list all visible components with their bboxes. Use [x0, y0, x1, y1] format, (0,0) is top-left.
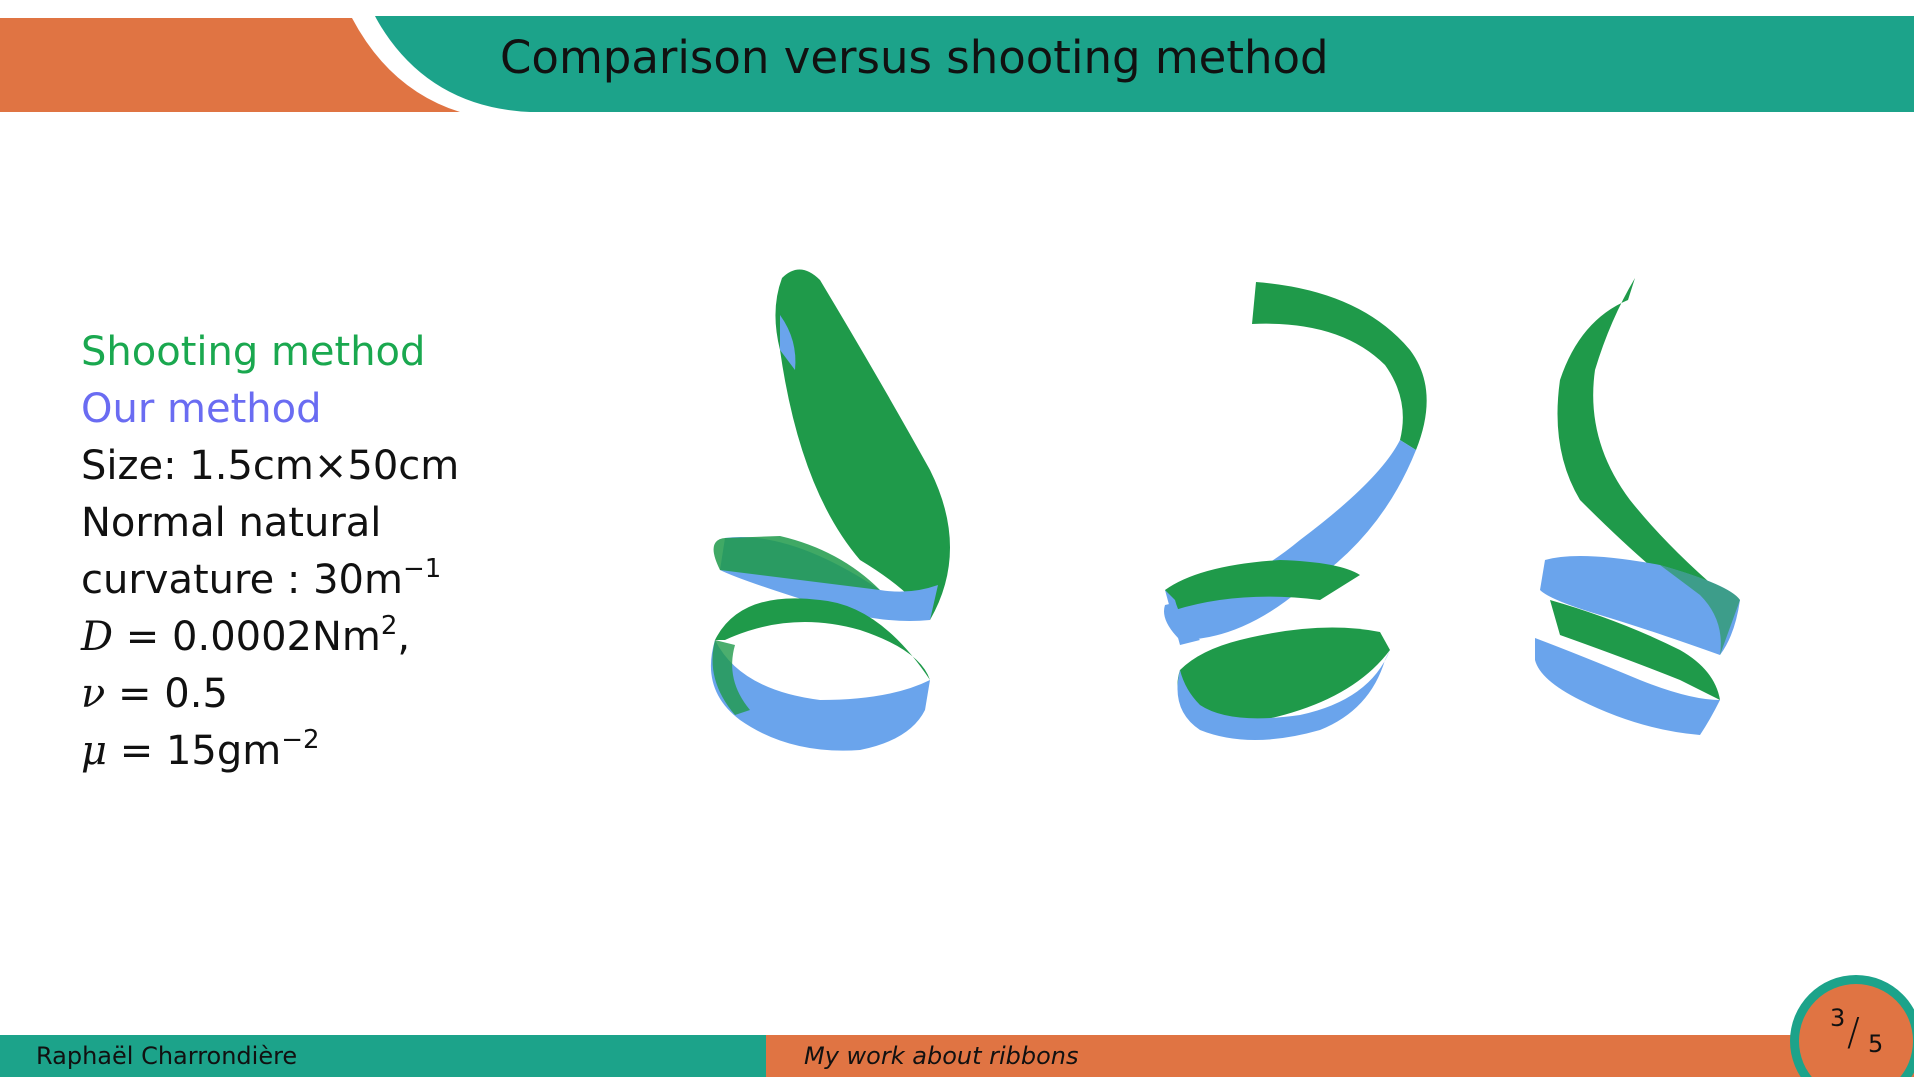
size-value: 1.5cm×50cm: [189, 443, 460, 489]
nu-symbol: ν: [81, 671, 106, 717]
d-value: = 0.0002Nm: [113, 614, 381, 660]
page-current: 3: [1830, 1004, 1846, 1032]
density-line: μ = 15gm−2: [81, 723, 459, 780]
size-label: Size:: [81, 443, 177, 489]
d-comma: ,: [397, 614, 411, 660]
curvature-line-1: Normal natural: [81, 500, 382, 546]
nu-value: = 0.5: [105, 671, 228, 717]
mu-exponent: −2: [281, 725, 320, 755]
curvature-value: curvature : 30m: [81, 557, 403, 603]
ribbon-render-1: [710, 269, 950, 751]
size-line: Size: 1.5cm×50cm: [81, 438, 459, 495]
footer-author: Raphaël Charrondière: [36, 1042, 298, 1070]
mu-value: = 15gm: [107, 728, 282, 774]
page-total: 5: [1868, 1030, 1884, 1058]
d-symbol: D: [81, 614, 114, 660]
footer-talk-title: My work about ribbons: [804, 1042, 1079, 1070]
header-band: [0, 16, 1914, 112]
ribbon-render-3: [1535, 278, 1740, 735]
curvature-line-2: curvature : 30m−1: [81, 552, 459, 609]
ribbon-render-2: [1164, 282, 1427, 740]
poisson-line: ν = 0.5: [81, 666, 459, 723]
slide-title: Comparison versus shooting method: [500, 31, 1329, 84]
parameter-list: Shooting method Our method Size: 1.5cm×5…: [81, 324, 459, 780]
footer-right-band: [766, 1035, 1914, 1077]
legend-shooting-method: Shooting method: [81, 329, 426, 375]
footer-left-band: [0, 1035, 770, 1077]
d-exponent: 2: [380, 611, 398, 641]
page-number-badge: [1790, 975, 1914, 1077]
page-slash: /: [1847, 1010, 1860, 1054]
curvature-exponent: −1: [402, 554, 442, 584]
legend-our-method: Our method: [81, 386, 322, 432]
ribbon-renders-figure: [710, 269, 1740, 751]
bending-stiffness-line: D = 0.0002Nm2,: [81, 609, 459, 666]
mu-symbol: μ: [81, 728, 107, 774]
